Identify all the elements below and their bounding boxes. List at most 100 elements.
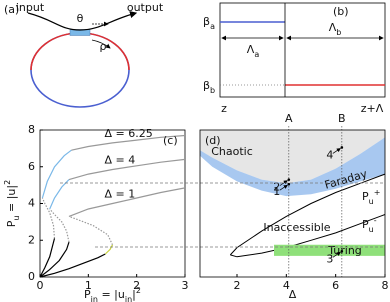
- point-label: 2: [273, 181, 280, 194]
- curve-segment: [41, 149, 72, 199]
- text-part: P: [5, 220, 18, 227]
- region-label: Chaotic: [211, 145, 253, 158]
- subscript: a: [254, 50, 259, 59]
- arrow: [91, 39, 111, 49]
- x-axis-label: Δ: [289, 288, 297, 301]
- subscript: in: [125, 295, 132, 302]
- region: [230, 174, 385, 257]
- text-part: P: [362, 218, 369, 231]
- point-arrow: [279, 180, 288, 186]
- point: [287, 182, 291, 186]
- point: [340, 146, 344, 149]
- frame: [219, 2, 386, 98]
- beta-a-label: βa: [203, 15, 215, 31]
- subscript: u: [369, 197, 374, 206]
- x-tick-label: 8: [382, 279, 389, 292]
- curve-segment: [41, 197, 56, 239]
- y-tick-label: 6: [28, 160, 35, 173]
- panel-label: (d): [205, 134, 221, 147]
- y-tick-label: 2: [28, 233, 35, 246]
- input-label: input: [16, 1, 45, 14]
- boundary-curve: [230, 214, 386, 258]
- panel-label: (b): [333, 5, 349, 18]
- curve-segment: [104, 244, 114, 255]
- panel-label: (a): [4, 3, 19, 16]
- marker-label: B: [338, 112, 346, 125]
- text-part: Λ: [247, 43, 255, 56]
- point-label: 4: [326, 148, 333, 161]
- x-tick-label: 2: [234, 279, 241, 292]
- ring-section: [30, 32, 130, 71]
- curve-label: Δ = 1: [105, 188, 136, 201]
- x-tick-label: 1: [85, 279, 92, 292]
- text-part: P: [362, 190, 369, 203]
- curve-segment: [71, 134, 186, 151]
- curve-label: Δ = 4: [105, 154, 136, 167]
- curve-label: Δ = 6.25: [105, 127, 153, 140]
- curve-label: Pu-: [362, 216, 377, 234]
- panel-label: (c): [163, 134, 178, 147]
- text-part: β: [203, 15, 210, 28]
- frame: [199, 129, 386, 278]
- curve-segment: [39, 253, 106, 278]
- curve-segment: [39, 241, 70, 278]
- subscript: a: [210, 22, 215, 31]
- region-label: Inaccessible: [263, 221, 330, 234]
- region: [200, 130, 385, 184]
- y-axis-label: Pu = |u|2: [3, 180, 21, 227]
- x-tick-label: 3: [182, 279, 189, 292]
- z-end-label: z+Λ: [361, 102, 384, 115]
- point-arrow: [332, 148, 341, 154]
- text-part: Λ: [329, 21, 337, 34]
- subscript: u: [12, 215, 21, 220]
- text-part: β: [203, 79, 210, 92]
- point-label: 1: [273, 185, 280, 198]
- subscript: in: [91, 295, 98, 302]
- region: [200, 137, 385, 197]
- y-tick-label: 4: [28, 197, 35, 210]
- superscript: 2: [3, 180, 12, 185]
- superscript: +: [374, 188, 381, 197]
- text-part: = |u: [98, 288, 125, 301]
- x-axis-label: Pin = |uin|2: [84, 286, 141, 302]
- panel-a: (a) input output θ ρ: [4, 1, 164, 108]
- theta-label: θ: [77, 12, 84, 25]
- curve-segment: [68, 158, 186, 181]
- point-arrow: [279, 184, 288, 191]
- curve-segment: [68, 187, 186, 217]
- output-label: output: [127, 1, 164, 14]
- boundary-curve: [229, 173, 386, 256]
- y-tick-label: 0: [28, 270, 35, 283]
- rho-label: ρ: [100, 40, 107, 53]
- lambda-a-label: Λa: [247, 43, 260, 59]
- curve-label: Pu+: [362, 188, 380, 206]
- x-tick-label: 0: [37, 279, 44, 292]
- marker-label: A: [285, 112, 293, 125]
- curve-segment: [39, 238, 56, 278]
- point-label: 3: [326, 252, 333, 265]
- x-tick-label: 6: [332, 279, 339, 292]
- waveguide: [27, 11, 138, 31]
- subscript: b: [210, 86, 215, 95]
- x-tick-label: 2: [133, 279, 140, 292]
- curve-segment: [49, 208, 70, 243]
- curve-segment: [68, 215, 114, 246]
- x-tick-label: 4: [283, 279, 290, 292]
- point-arrow: [332, 251, 341, 258]
- lambda-b-label: Λb: [329, 21, 342, 37]
- text-part: P: [84, 288, 91, 301]
- panel-b: (b) z z+Λ: [219, 2, 386, 115]
- y-tick-label: 8: [28, 123, 35, 136]
- subscript: b: [336, 28, 341, 37]
- z-label: z: [221, 102, 227, 115]
- subscript: u: [369, 225, 374, 234]
- text-part: |: [132, 288, 136, 301]
- superscript: 2: [136, 286, 141, 295]
- region: [274, 244, 385, 256]
- point: [340, 249, 344, 253]
- beta-b-label: βb: [203, 79, 215, 95]
- superscript: -: [374, 216, 377, 225]
- point: [287, 178, 291, 181]
